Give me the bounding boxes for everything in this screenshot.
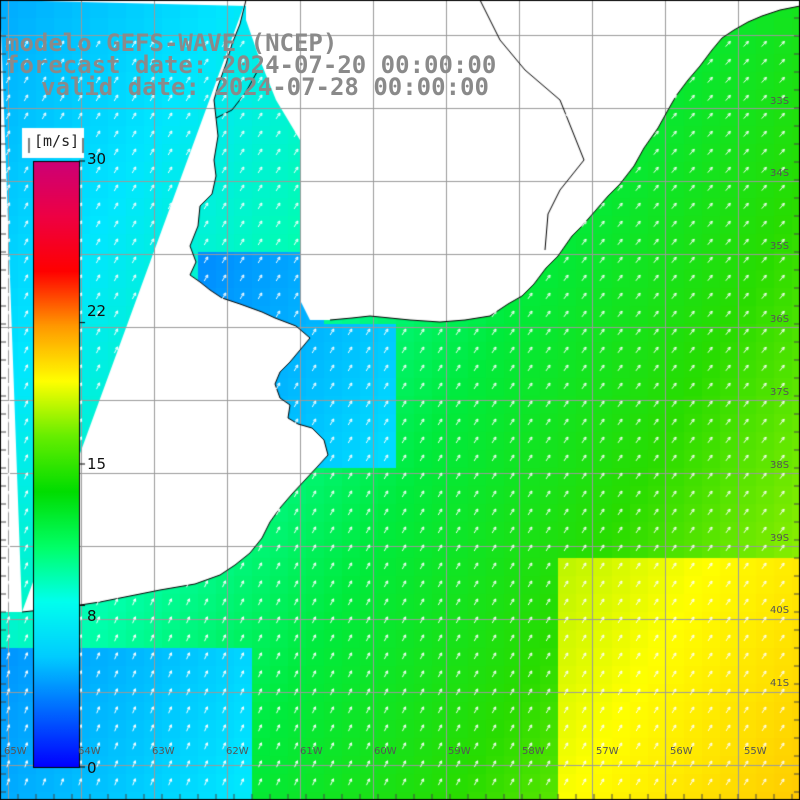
colorbar-unit: [m/s] bbox=[34, 132, 80, 150]
map-title-valid-date: valid date: 2024-07-28 00:00:00 bbox=[41, 73, 489, 101]
map-title-forecast-date: forecast date: 2024-07-20 00:00:00 bbox=[5, 51, 497, 79]
lon-label: 61W bbox=[300, 746, 323, 757]
lat-label: 36S bbox=[770, 314, 790, 325]
colorbar-tick-0: 0 bbox=[87, 759, 97, 777]
lat-label: 37S bbox=[770, 387, 790, 398]
lon-label: 57W bbox=[596, 746, 619, 757]
colorbar-tick-15: 15 bbox=[87, 455, 107, 473]
lon-label: 60W bbox=[374, 746, 397, 757]
lon-label: 64W bbox=[78, 746, 101, 757]
lon-label: 65W bbox=[4, 746, 27, 757]
lon-label: 58W bbox=[522, 746, 545, 757]
colorbar-tick-30: 30 bbox=[87, 150, 107, 168]
map-title-model: modelo GEFS-WAVE (NCEP) bbox=[5, 29, 338, 57]
lat-label: 40S bbox=[770, 605, 790, 616]
lat-label: 33S bbox=[770, 96, 790, 107]
lat-label: 35S bbox=[770, 241, 790, 252]
lon-label: 63W bbox=[152, 746, 175, 757]
lon-label: 55W bbox=[744, 746, 767, 757]
lon-label: 62W bbox=[226, 746, 249, 757]
colorbar-tick-8: 8 bbox=[87, 607, 97, 625]
lat-label: 38S bbox=[770, 460, 790, 471]
lon-label: 59W bbox=[448, 746, 471, 757]
colorbar-tick-22: 22 bbox=[87, 302, 107, 320]
lat-label: 41S bbox=[770, 678, 790, 689]
lat-label: 34S bbox=[770, 168, 790, 179]
lat-label: 39S bbox=[770, 533, 790, 544]
lon-label: 56W bbox=[670, 746, 693, 757]
